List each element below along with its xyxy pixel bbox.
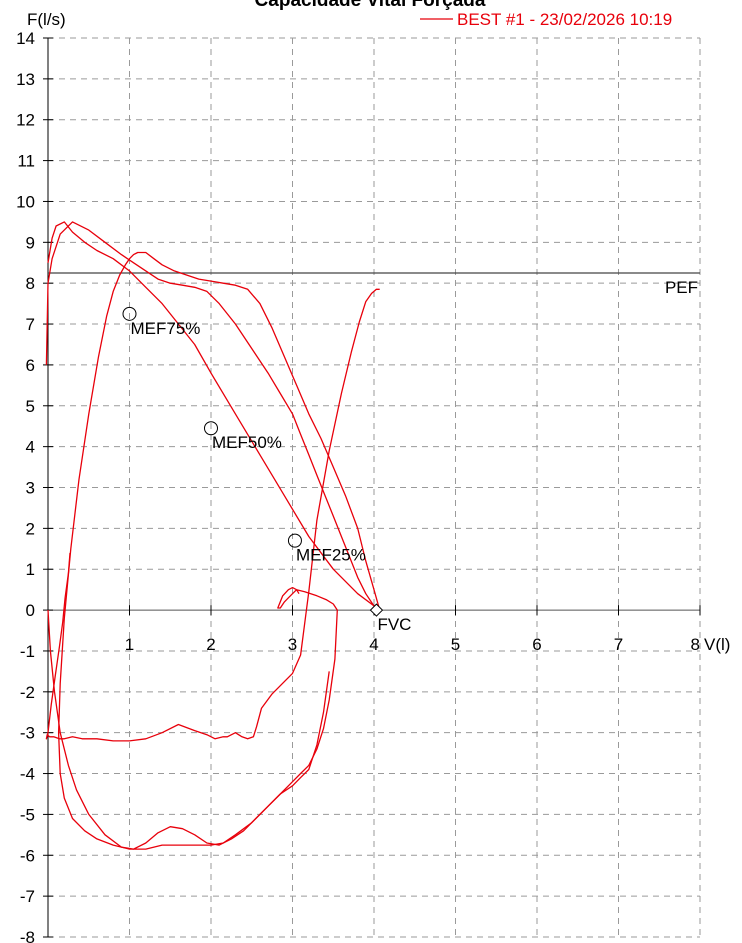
y-tick-label: 4 [26,438,35,457]
marker-label: FVC [377,615,411,634]
grid [48,37,701,938]
y-tick-label: 10 [16,192,35,211]
x-tick-label: 7 [614,635,623,654]
y-tick-label: -2 [20,683,35,702]
x-tick-label: 3 [288,635,297,654]
marker-label: MEF50% [212,433,282,452]
mef-marker [122,306,137,321]
y-tick-label: 3 [26,479,35,498]
pef-label: PEF [665,278,698,297]
flow-volume-curve [47,221,381,611]
legend: BEST #1 - 23/02/2026 10:19 [420,10,672,29]
y-tick-label: 14 [16,29,35,48]
y-tick-label: 6 [26,356,35,375]
y-tick-label: -5 [20,805,35,824]
flow-volume-curve [47,610,330,850]
y-tick-label: 2 [26,519,35,538]
fvc-marker [369,603,384,617]
mef-marker [287,533,302,548]
y-tick-label: -1 [20,642,35,661]
y-tick-label: 13 [16,70,35,89]
flow-volume-curve [45,221,381,611]
flow-volume-curves [45,221,381,850]
y-tick-label: 7 [26,315,35,334]
x-tick-label: 2 [206,635,215,654]
x-tick-label: 8 [691,635,700,654]
marker-label: MEF25% [296,546,366,565]
y-tick-label: -3 [20,724,35,743]
x-tick-label: 6 [532,635,541,654]
y-tick-label: 0 [26,601,35,620]
y-tick-label: 11 [17,152,35,171]
x-tick-label: 4 [369,635,378,654]
markers [122,306,384,617]
y-tick-label: -4 [20,765,35,784]
y-axis-label: F(l/s) [27,10,66,29]
flow-volume-curve [57,251,381,850]
x-tick-label: 1 [125,635,134,654]
y-tick-label: -8 [20,928,35,943]
x-tick-label: 5 [451,635,460,654]
legend-entry: BEST #1 - 23/02/2026 10:19 [457,10,672,29]
y-tick-label: -6 [20,846,35,865]
x-axis-label: V(l) [704,635,730,654]
y-tick-label: 8 [26,274,35,293]
y-tick-label: -7 [20,887,35,906]
y-tick-label: 1 [26,560,35,579]
mef-marker [204,421,218,436]
y-tick-label: 5 [26,397,35,416]
flow-volume-curve [45,288,380,742]
y-tick-label: 9 [26,233,35,252]
chart-title: Capacidade Vital Forçada [255,0,486,11]
marker-label: MEF75% [131,319,201,338]
y-tick-label: 12 [16,111,35,130]
